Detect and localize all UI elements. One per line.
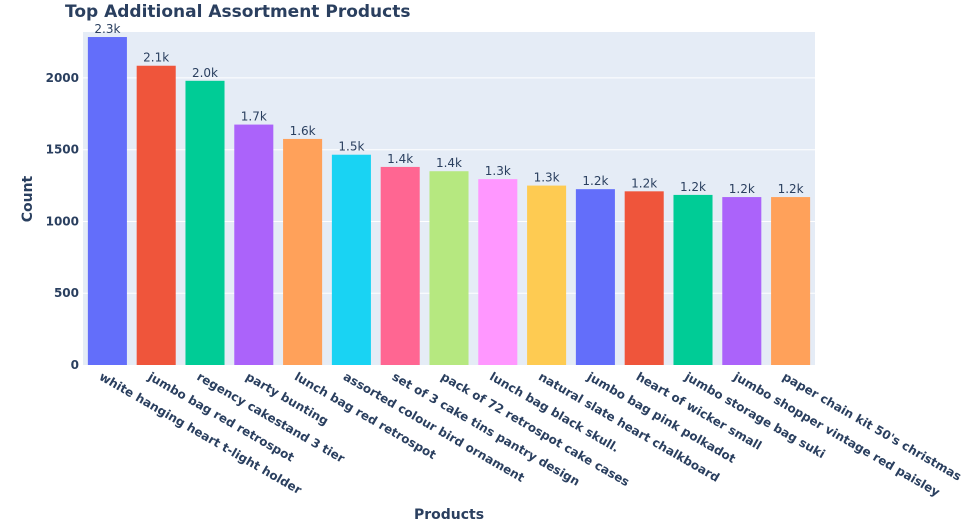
bars: 2.3k 2.1k 2.0k 1.7k 1.6k 1.5k 1.4k 1.4k 1.3k 1.3k…	[87, 22, 811, 366]
data-label: 1.6k	[290, 124, 316, 138]
data-label: 1.4k	[436, 156, 462, 170]
data-label: 1.4k	[387, 152, 413, 166]
y-tick-label: 1000	[46, 214, 79, 228]
data-label: 2.1k	[143, 51, 169, 65]
data-label: 1.2k	[778, 182, 804, 196]
bar	[478, 179, 518, 365]
y-tick-label: 0	[71, 358, 79, 372]
data-label: 1.2k	[729, 182, 755, 196]
data-label: 1.7k	[241, 110, 267, 124]
chart-title: Top Additional Assortment Products	[65, 2, 410, 22]
bar	[331, 154, 371, 365]
data-label: 1.3k	[534, 171, 560, 185]
data-label: 2.0k	[192, 66, 218, 80]
y-tick-labels: 0 500 1000 1500 2000	[46, 71, 79, 372]
bar	[136, 65, 176, 366]
bar	[771, 197, 811, 365]
bar	[283, 138, 323, 365]
x-axis-title: Products	[414, 507, 484, 523]
data-label: 1.2k	[582, 174, 608, 188]
data-label: 1.5k	[338, 140, 364, 154]
bar	[527, 185, 567, 365]
bar	[185, 80, 225, 365]
bar	[624, 191, 664, 365]
x-tick-labels: white hanging heart t-light holderjumbo …	[97, 369, 964, 500]
x-tick-label: jumbo shopper vintage red paisley	[730, 369, 942, 500]
bar	[87, 37, 127, 365]
bar	[234, 124, 274, 365]
data-label: 1.3k	[485, 164, 511, 178]
bar	[429, 171, 469, 365]
y-tick-label: 1500	[46, 143, 79, 157]
bar	[673, 194, 713, 365]
bar	[380, 166, 420, 365]
y-tick-label: 2000	[46, 71, 79, 85]
data-label: 2.3k	[94, 22, 120, 36]
bar	[575, 189, 615, 365]
y-tick-label: 500	[54, 286, 79, 300]
bar	[722, 197, 762, 365]
x-tick-label: paper chain kit 50's christmas	[780, 369, 964, 483]
data-label: 1.2k	[631, 176, 657, 190]
y-axis-title: Count	[20, 175, 36, 222]
data-label: 1.2k	[680, 180, 706, 194]
